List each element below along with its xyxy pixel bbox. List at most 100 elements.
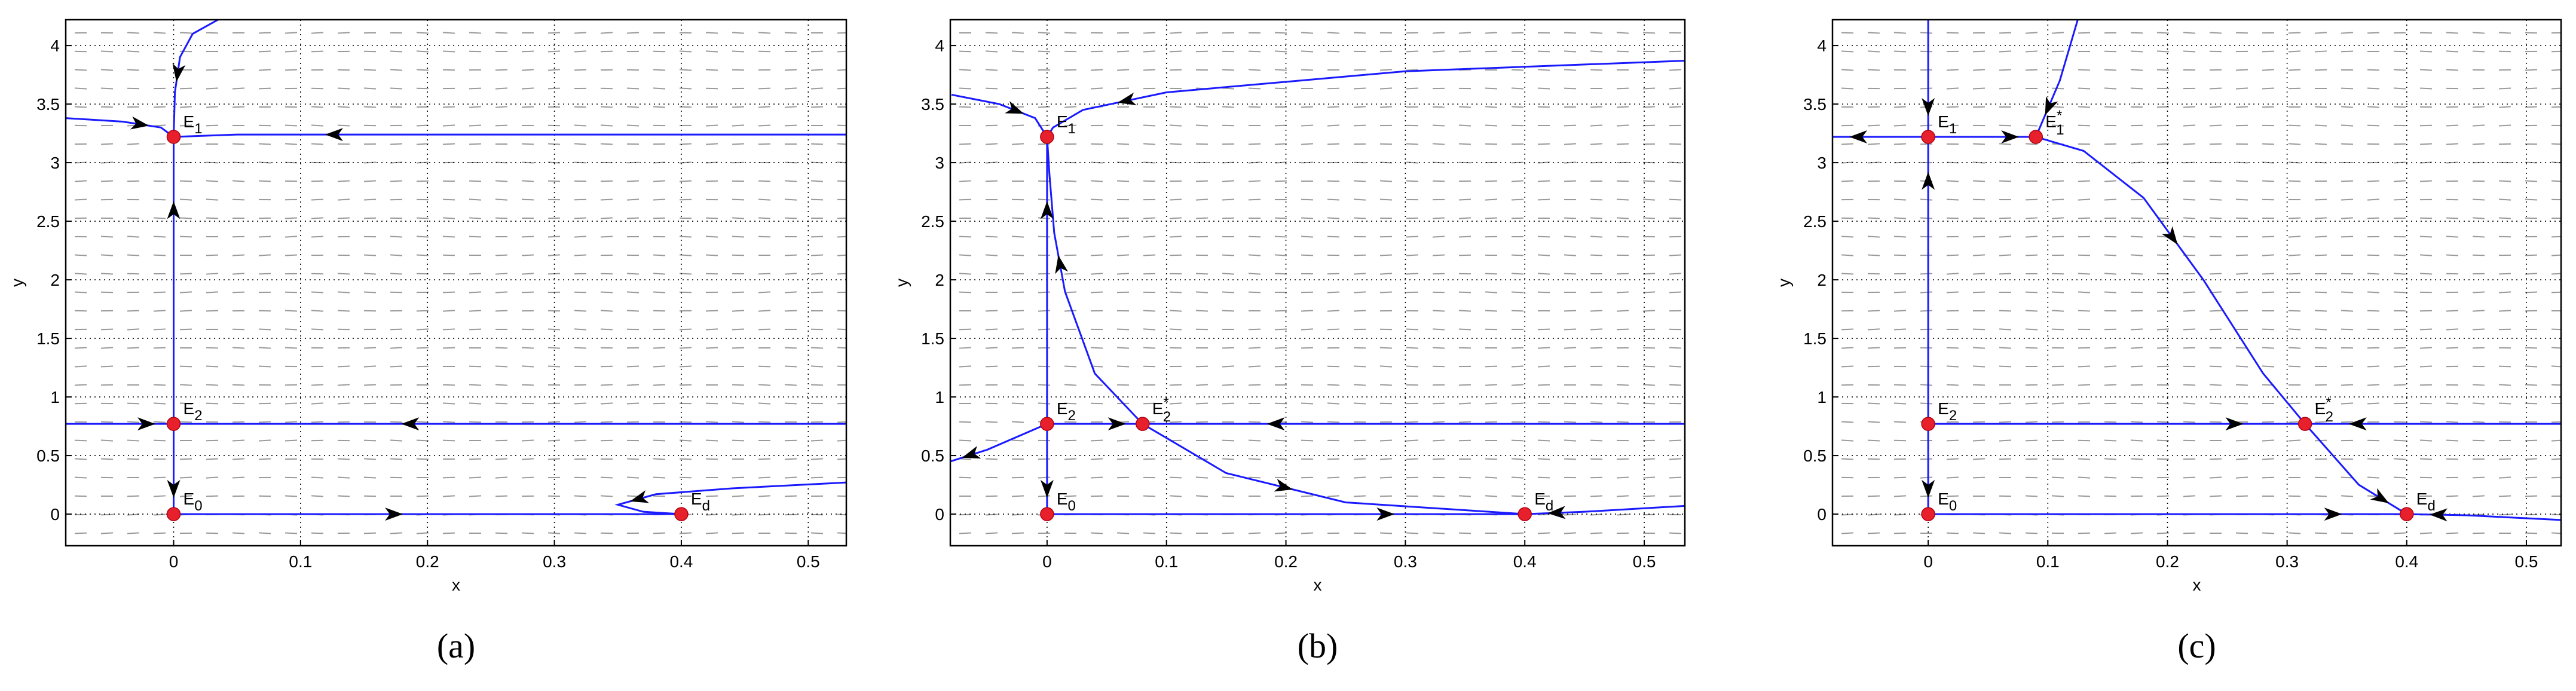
field-dash (758, 106, 770, 107)
field-dash (2394, 51, 2406, 52)
field-dash (1249, 144, 1261, 145)
field-dash (1999, 181, 2011, 182)
field-dash (601, 106, 613, 107)
field-dash (785, 403, 797, 404)
field-dash (2236, 533, 2248, 534)
field-dash (154, 514, 166, 515)
field-dash (1064, 199, 1076, 200)
field-dash (1920, 459, 1932, 460)
field-dash (1012, 310, 1024, 311)
field-dash (1947, 106, 1959, 107)
field-dash (758, 199, 770, 200)
field-dash (1920, 88, 1932, 89)
x-tick-label: 0.4 (2395, 552, 2418, 571)
field-dash (1327, 477, 1339, 478)
field-dash (2131, 422, 2143, 423)
field-dash (1643, 199, 1655, 200)
field-dash (2104, 107, 2116, 108)
y-tick-label: 4 (1817, 36, 1827, 55)
field-dash (364, 533, 376, 534)
field-dash (1327, 88, 1339, 89)
field-dash (469, 125, 481, 126)
field-dash (522, 329, 534, 330)
field-dash (232, 347, 244, 348)
field-dash (706, 236, 718, 237)
flow-arrow (2162, 226, 2178, 244)
field-dash (443, 292, 455, 293)
field-dash (2420, 88, 2432, 89)
field-dash (154, 143, 166, 144)
field-dash (2394, 162, 2406, 163)
field-dash (811, 329, 823, 330)
field-dash (1117, 347, 1129, 348)
field-dash (2367, 106, 2379, 107)
field-dash (1841, 181, 1853, 182)
field-dash (2446, 32, 2458, 33)
field-dash (1275, 366, 1287, 367)
field-dash (1643, 273, 1655, 274)
x-tick-label: 0.4 (1513, 552, 1537, 571)
field-dash (732, 385, 744, 386)
field-dash (1643, 106, 1655, 107)
field-dash (338, 459, 350, 460)
field-dash (1894, 32, 1906, 33)
field-dash (180, 88, 192, 89)
field-dash (2210, 125, 2222, 126)
field-dash (75, 255, 87, 256)
field-dash (2078, 273, 2090, 274)
field-dash (1091, 458, 1103, 459)
field-dash (443, 385, 455, 386)
field-dash (2315, 70, 2327, 71)
field-dash (1512, 533, 1523, 534)
field-dash (1433, 347, 1445, 348)
y-tick-label: 0.5 (36, 447, 60, 465)
field-dash (680, 88, 692, 89)
field-dash (1459, 533, 1471, 534)
field-dash (1222, 403, 1234, 404)
field-dash (522, 422, 534, 423)
field-dash (417, 421, 429, 422)
field-dash (1038, 199, 1050, 200)
field-dash (1590, 236, 1602, 237)
equilibrium-point (1041, 417, 1054, 430)
field-dash (2078, 496, 2090, 497)
field-dash (1380, 385, 1392, 386)
field-dash (1643, 496, 1655, 497)
field-dash (417, 440, 429, 441)
field-dash (469, 477, 481, 478)
field-dash (390, 51, 402, 52)
field-dash (1380, 69, 1392, 70)
field-dash (1947, 70, 1959, 71)
field-dash (2394, 347, 2406, 348)
field-dash (986, 236, 998, 237)
field-dash (1406, 88, 1418, 89)
field-dash (1485, 366, 1497, 367)
field-dash (2367, 70, 2379, 71)
field-dash (1275, 459, 1287, 460)
field-dash (1012, 385, 1024, 386)
field-dash (1012, 236, 1024, 237)
field-dash (811, 422, 823, 423)
field-dash (548, 236, 560, 237)
field-dash (1354, 459, 1366, 460)
field-dash (1590, 421, 1602, 422)
field-dash (338, 366, 350, 367)
field-dash (1590, 385, 1602, 386)
field-dash (180, 422, 192, 423)
field-dash (2210, 422, 2222, 423)
field-dash (1617, 181, 1629, 182)
field-dash (522, 292, 534, 293)
field-dash (2394, 107, 2406, 108)
field-dash (1249, 422, 1261, 423)
point-label: Ed (1534, 490, 1553, 514)
field-dash (285, 125, 297, 126)
field-dash (127, 366, 139, 367)
field-dash (2499, 181, 2511, 182)
field-dash (959, 51, 971, 52)
panel-caption: (c) (2177, 626, 2216, 665)
field-dash (154, 533, 166, 534)
field-dash (2420, 329, 2432, 330)
field-dash (1064, 106, 1076, 107)
field-dash (2262, 440, 2274, 441)
label-sub: d (1546, 498, 1553, 514)
